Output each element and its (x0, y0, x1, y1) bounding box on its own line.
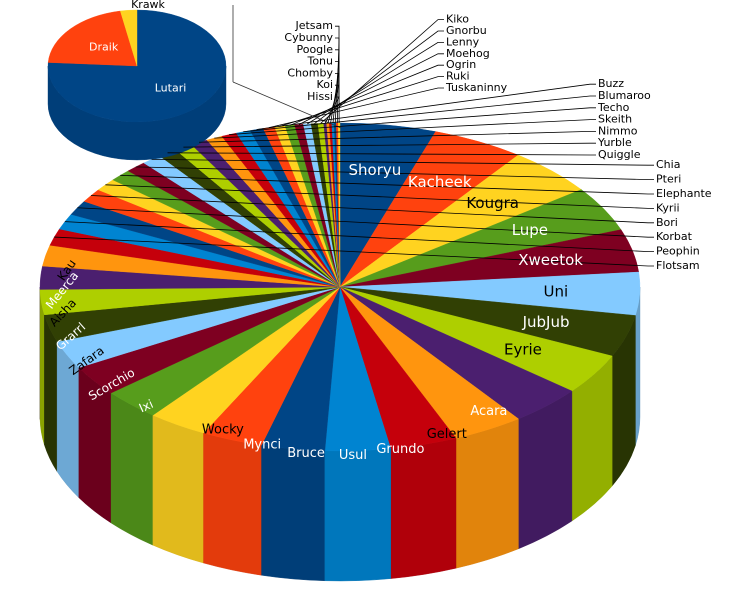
label-kiko: Kiko (446, 13, 469, 26)
label-yurble: Yurble (597, 136, 632, 149)
detail-label-draik: Draik (89, 40, 119, 53)
main-slice-jetsam (338, 122, 341, 288)
label-jubjub: JubJub (522, 313, 570, 331)
label-tonu: Tonu (306, 55, 333, 68)
leader-nimmo (199, 130, 596, 143)
leader-flotsam (54, 236, 654, 267)
detail-slice-krawk (120, 9, 138, 67)
leader-buzz (256, 83, 596, 130)
label-tuskaninny: Tuskaninny (445, 81, 508, 94)
label-poogle: Poogle (296, 43, 333, 56)
label-ruki: Ruki (446, 70, 470, 83)
leader-yurble (183, 142, 596, 148)
main-side-wocky (152, 414, 204, 564)
label-skeith: Skeith (598, 113, 632, 126)
label-ogrin: Ogrin (446, 58, 476, 71)
main-pie-sides (39, 286, 641, 582)
label-chomby: Chomby (287, 66, 333, 79)
detail-label-lutari: Lutari (155, 81, 187, 94)
label-peophin: Peophin (656, 245, 700, 258)
label-techo: Techo (597, 101, 630, 114)
label-gnorbu: Gnorbu (446, 24, 487, 37)
label-grundo: Grundo (376, 442, 424, 457)
label-buzz: Buzz (598, 77, 624, 90)
label-chia: Chia (656, 158, 680, 171)
label-bori: Bori (656, 216, 678, 229)
label-kacheek: Kacheek (408, 173, 472, 191)
main-side-mynci (203, 432, 262, 576)
label-elephante: Elephante (656, 187, 712, 200)
label-usul: Usul (339, 448, 367, 463)
leader-tuskaninny (268, 87, 444, 129)
leader-techo (228, 107, 596, 136)
leader-chia (151, 158, 654, 166)
label-mynci: Mynci (243, 437, 281, 452)
detail-pie-top (47, 9, 227, 123)
leader-kiko (320, 19, 444, 124)
label-hissi: Hissi (307, 90, 333, 103)
label-uni: Uni (543, 282, 568, 300)
label-bruce: Bruce (287, 446, 325, 461)
leader-korbat (77, 207, 654, 238)
leader-quiggle (167, 152, 596, 156)
label-lenny: Lenny (446, 35, 480, 48)
leader-blumaroo (243, 95, 596, 133)
label-kougra: Kougra (466, 194, 519, 212)
detail-label-krawk: Krawk (131, 0, 165, 11)
leader-peophin (64, 221, 654, 253)
label-blumaroo: Blumaroo (598, 89, 651, 102)
label-nimmo: Nimmo (598, 124, 638, 137)
leader-lines (54, 19, 654, 267)
label-quiggle: Quiggle (598, 148, 641, 161)
main-side-grundo (390, 437, 457, 579)
label-kyrii: Kyrii (656, 201, 680, 214)
label-moehog: Moehog (446, 47, 490, 60)
main-side-bruce (261, 445, 326, 581)
label-acara: Acara (470, 404, 507, 419)
label-korbat: Korbat (656, 230, 693, 243)
label-wocky: Wocky (202, 423, 244, 438)
label-jetsam: Jetsam (294, 19, 333, 32)
label-gelert: Gelert (427, 427, 467, 442)
leader-kyrii (105, 184, 654, 209)
leader-skeith (214, 119, 596, 139)
leader-bori (90, 195, 654, 224)
leader-ruki (279, 76, 444, 127)
label-shoryu: Shoryu (349, 161, 402, 179)
leader-jetsam (335, 25, 340, 124)
label-lupe: Lupe (512, 221, 548, 239)
label-ixi: Ixi (137, 397, 156, 416)
label-eyrie: Eyrie (504, 340, 542, 358)
leader-elephante (120, 174, 654, 195)
label-cybunny: Cybunny (284, 31, 333, 44)
label-flotsam: Flotsam (656, 259, 700, 272)
main-side-usul (324, 448, 391, 582)
label-koi: Koi (317, 78, 333, 91)
main-side-ixi (110, 392, 154, 546)
leader-pteri (135, 166, 654, 181)
label-pteri: Pteri (656, 173, 681, 186)
detail-slice-draik (47, 10, 138, 67)
label-xweetok: Xweetok (518, 251, 583, 269)
